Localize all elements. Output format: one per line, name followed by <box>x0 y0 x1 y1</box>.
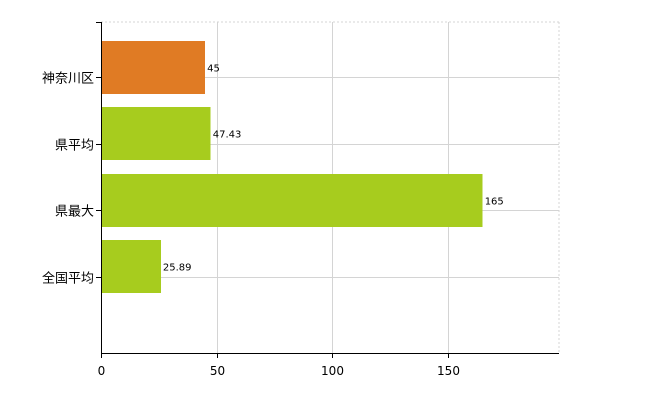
data-label-1: 47.43 <box>213 130 242 141</box>
category-label-3: 全国平均 <box>42 271 94 287</box>
bar-2 <box>101 174 483 227</box>
data-label-0: 45 <box>207 64 220 75</box>
data-label-3: 25.89 <box>163 263 192 274</box>
category-label-1: 県平均 <box>55 139 94 154</box>
bars-layer <box>101 41 483 293</box>
bar-1 <box>101 107 211 160</box>
axes-layer <box>96 22 559 358</box>
category-label-0: 神奈川区 <box>42 72 94 87</box>
x-tick-label-150: 150 <box>437 364 460 378</box>
bar-3 <box>101 240 161 293</box>
bar-0 <box>101 41 206 94</box>
x-tick-label-100: 100 <box>321 364 344 378</box>
data-label-2: 165 <box>485 197 504 208</box>
category-label-2: 県最大 <box>55 205 94 220</box>
x-tick-label-0: 0 <box>98 364 106 378</box>
x-tick-label-50: 50 <box>210 364 225 378</box>
